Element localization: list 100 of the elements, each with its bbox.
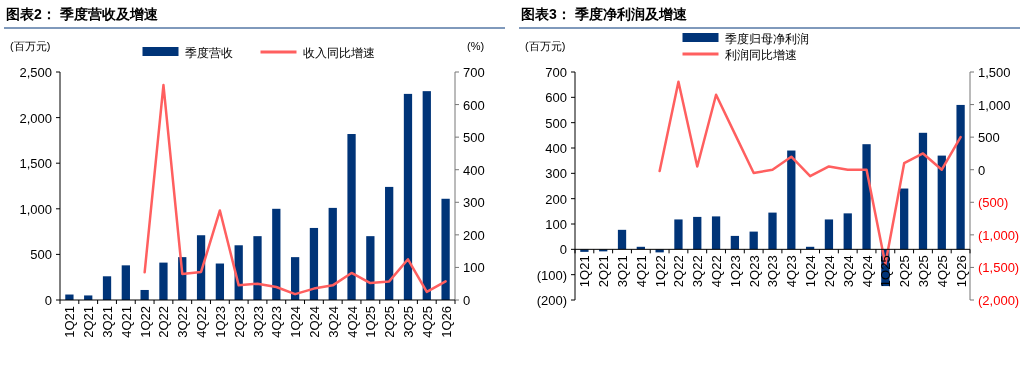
x-tick-label: 3Q21 [615,255,631,288]
y2-tick-label: (1,000) [978,227,1020,243]
bar [253,236,262,300]
x-tick-label: 1Q23 [212,306,228,338]
x-tick-label: 1Q24 [288,306,304,338]
bar [843,213,852,250]
x-tick-label: 3Q24 [840,255,856,288]
x-tick-label: 4Q24 [344,306,360,338]
bar [347,134,356,300]
bar [328,207,337,300]
bar [309,227,319,300]
x-tick-label: 1Q21 [577,255,593,288]
y2-tick-label: 1,000 [978,97,1011,113]
x-tick-label: 4Q23 [784,255,800,288]
bar [693,216,702,250]
x-tick-label: 2Q23 [231,306,247,338]
y2-tick-label: 400 [463,162,485,178]
x-tick-label: 1Q26 [953,255,969,288]
y-axis-title: (百万元) [525,40,566,52]
legend-label: 利润同比增速 [724,48,797,62]
y2-tick-label: (500) [978,195,1009,211]
bar [674,219,683,250]
x-tick-label: 1Q24 [803,255,819,288]
y-tick-label: 2,000 [19,110,52,126]
y2-tick-label: 600 [463,97,485,113]
x-tick-label: 4Q22 [709,255,725,288]
y-tick-label: 500 [545,115,567,131]
y-tick-label: 2,500 [19,65,52,80]
x-tick-label: 1Q26 [438,306,454,338]
x-tick-label: 2Q24 [306,306,322,338]
bar [937,155,946,250]
y-tick-label: 200 [545,191,567,207]
bar [159,262,168,300]
bar [730,235,740,250]
x-tick-label: 3Q24 [325,306,341,338]
x-tick-label: 1Q25 [363,306,379,338]
y-tick-label: 400 [545,141,567,156]
bar [366,236,375,300]
x-tick-label: 4Q23 [269,306,285,338]
y-tick-label: 1,000 [19,201,52,217]
y-tick-label: 0 [44,293,52,308]
bar [749,231,758,250]
x-tick-label: 2Q25 [897,255,913,288]
x-tick-label: 1Q22 [137,306,153,338]
x-tick-label: 2Q21 [596,255,612,288]
x-tick-label: 4Q24 [859,255,875,288]
x-tick-label: 2Q24 [821,255,837,288]
y2-tick-label: 700 [463,65,485,80]
y-axis-title: (百万元) [10,40,51,52]
y2-tick-label: (2,000) [978,293,1020,308]
x-tick-label: 2Q22 [671,255,687,288]
x-tick-label: 3Q22 [175,306,191,338]
bar [121,265,130,300]
y2-tick-label: 500 [463,130,485,146]
x-tick-label: 1Q22 [652,255,668,288]
bar [768,212,777,250]
bar [272,208,281,300]
bar [617,229,627,250]
y-tick-label: 0 [559,242,567,258]
x-tick-label: 2Q22 [156,306,172,338]
y-tick-label: 600 [545,90,567,106]
legend-label: 收入同比增速 [302,46,375,60]
y-tick-label: (100) [536,267,567,283]
x-tick-label: 2Q25 [382,306,398,338]
y-tick-label: 500 [30,247,52,263]
bar [422,91,431,300]
x-tick-label: 2Q21 [81,306,97,338]
bar [787,150,796,250]
y2-tick-label: 100 [463,260,485,276]
y2-tick-label: (1,500) [978,260,1020,276]
bar [102,276,112,300]
x-tick-label: 4Q25 [934,255,950,288]
bar [918,132,928,250]
y-tick-label: (200) [536,293,567,308]
x-tick-label: 3Q23 [765,255,781,288]
x-tick-label: 3Q22 [690,255,706,288]
bar [862,144,871,250]
bar [711,216,721,250]
x-tick-label: 4Q22 [194,306,210,338]
x-tick-label: 1Q25 [878,255,894,288]
x-tick-label: 4Q25 [419,306,435,338]
legend-label: 季度归母净利润 [724,32,809,46]
x-tick-label: 4Q21 [633,255,649,288]
y2-tick-label: 300 [463,195,485,211]
bar [215,263,225,300]
line-series [143,83,447,296]
y-tick-label: 300 [545,166,567,182]
y-tick-label: 1,500 [19,156,52,172]
y2-tick-label: 200 [463,227,485,243]
y2-axis-title: (%) [467,40,485,52]
x-tick-label: 4Q21 [118,306,134,338]
bar [441,198,450,300]
legend-label: 季度营收 [184,46,233,60]
y-tick-label: 100 [545,217,567,232]
x-tick-label: 3Q23 [250,306,266,338]
bar [900,188,909,250]
y2-tick-label: 1,500 [978,65,1011,80]
y-tick-label: 700 [545,65,567,80]
y2-tick-label: 500 [978,130,1000,146]
y2-tick-label: 0 [978,162,986,178]
